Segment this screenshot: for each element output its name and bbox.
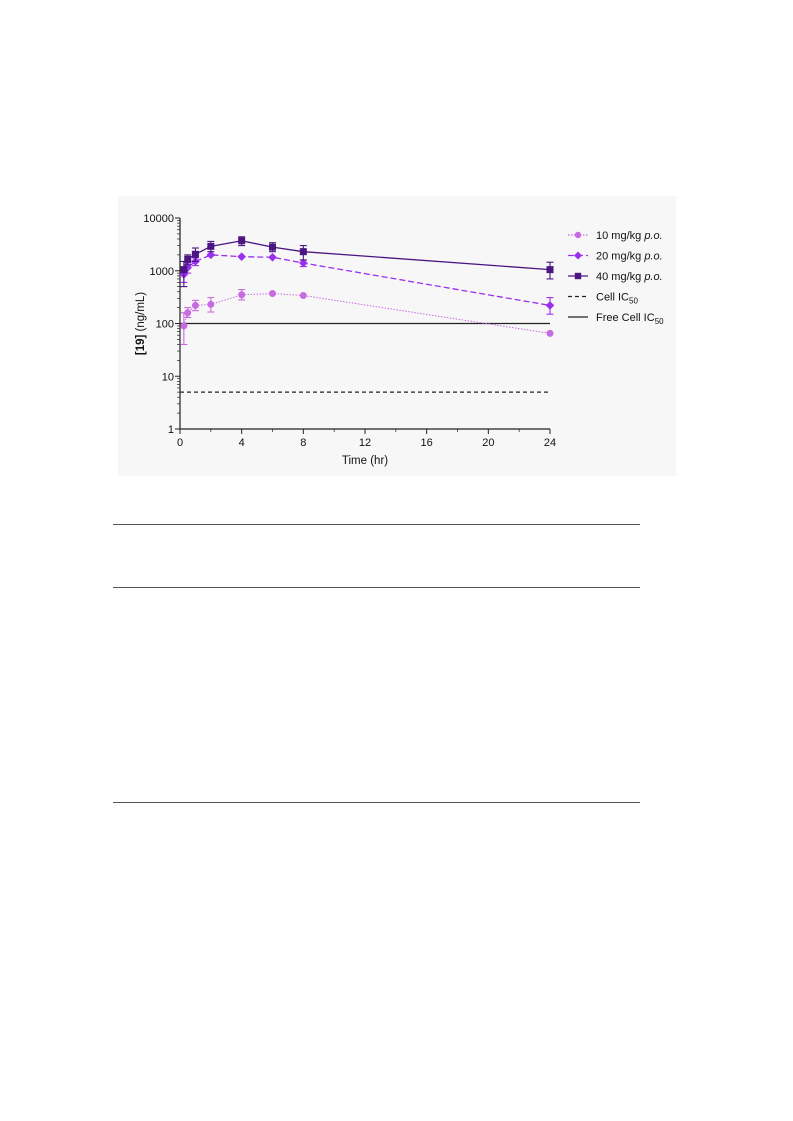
data-point: [299, 291, 307, 299]
data-point: [269, 290, 276, 298]
x-tick-label: 24: [544, 437, 556, 449]
data-point: [238, 237, 246, 245]
legend-label: 40 mg/kg p.o.: [596, 271, 663, 283]
chart-legend: 10 mg/kg p.o.20 mg/kg p.o.40 mg/kg p.o.C…: [568, 230, 664, 326]
pk-chart: 1 10 100 1000 10000 0 4 8 12 16 20 24 Time (hr) [19] …: [135, 213, 664, 467]
data-point: [546, 329, 554, 337]
x-axis-title: Time (hr): [342, 455, 388, 467]
data-point: [191, 250, 199, 258]
series-group: [180, 236, 554, 288]
x-tick-label: 16: [421, 437, 433, 449]
legend-label: Cell IC50: [596, 292, 638, 306]
legend-label: Free Cell IC50: [596, 312, 664, 326]
data-point: [207, 300, 215, 308]
legend-label-dose: 40 mg/kg: [596, 271, 644, 283]
legend-label-route: p.o.: [643, 271, 662, 283]
data-point: [191, 301, 199, 309]
data-point: [299, 258, 308, 268]
data-point: [268, 252, 277, 262]
series-layer: [179, 236, 555, 346]
reference-lines: [180, 322, 550, 393]
x-tick-label: 20: [482, 437, 494, 449]
x-tick-label: 4: [239, 437, 245, 449]
data-point: [546, 266, 554, 274]
x-tick-label: 0: [177, 437, 183, 449]
y-tick-label: 10: [162, 371, 174, 383]
series-group: [179, 250, 555, 315]
legend-label-subscript: 50: [655, 317, 664, 326]
x-tick-label: 12: [359, 437, 371, 449]
legend-label-dose: 10 mg/kg: [596, 230, 644, 242]
y-tick-label: 10000: [143, 213, 174, 225]
y-axis-title-unit: (ng/mL): [135, 292, 147, 335]
data-point: [238, 291, 246, 299]
table-top-rule: [113, 524, 640, 525]
data-point: [180, 266, 188, 274]
y-tick-label: 1000: [150, 266, 174, 278]
chart-axes: 1 10 100 1000 10000 0 4 8 12 16 20 24 Time (hr) [19] …: [135, 213, 556, 467]
series-line: [183, 254, 551, 307]
legend-label-route: p.o.: [643, 251, 662, 263]
table-bottom-rule: [113, 802, 640, 803]
data-point: [574, 272, 582, 280]
legend-label-route: p.o.: [643, 230, 662, 242]
legend-label-name: Free Cell IC: [596, 312, 655, 324]
y-axis-title: [19] (ng/mL): [135, 292, 147, 355]
table-header-rule: [113, 587, 640, 588]
series-group: [180, 289, 554, 346]
data-point: [180, 322, 188, 330]
y-tick-label: 1: [168, 424, 174, 436]
data-point: [269, 243, 276, 251]
y-tick-label: 100: [156, 319, 174, 331]
data-point: [207, 242, 215, 250]
pk-chart-panel: 1 10 100 1000 10000 0 4 8 12 16 20 24 Time (hr) [19] …: [118, 196, 676, 476]
data-point: [299, 248, 307, 256]
data-point: [574, 231, 582, 239]
legend-label-name: Cell IC: [596, 292, 629, 304]
data-point: [237, 252, 246, 261]
legend-label: 20 mg/kg p.o.: [596, 251, 663, 263]
data-point: [184, 309, 192, 317]
y-axis-title-compound: [19]: [135, 335, 147, 356]
data-point: [545, 301, 555, 310]
legend-label: 10 mg/kg p.o.: [596, 230, 663, 242]
legend-label-subscript: 50: [629, 297, 638, 306]
data-point: [184, 255, 192, 263]
legend-label-dose: 20 mg/kg: [596, 251, 644, 263]
x-tick-label: 8: [300, 437, 306, 449]
data-point: [574, 251, 582, 260]
